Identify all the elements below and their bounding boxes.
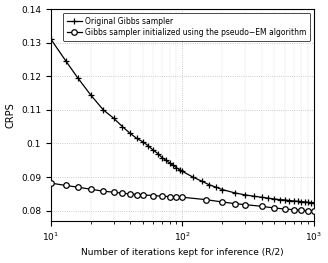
Gibbs sampler initialized using the pseudo−EM algorithm bbox=[283, 208, 287, 211]
Gibbs sampler initialized using the pseudo−EM algorithm bbox=[168, 195, 172, 198]
Original Gibbs sampler bbox=[266, 197, 270, 200]
Original Gibbs sampler bbox=[243, 193, 247, 196]
Gibbs sampler initialized using the pseudo−EM algorithm bbox=[204, 198, 208, 201]
Original Gibbs sampler bbox=[207, 183, 211, 186]
Gibbs sampler initialized using the pseudo−EM algorithm bbox=[141, 193, 145, 196]
Original Gibbs sampler bbox=[76, 76, 80, 79]
Gibbs sampler initialized using the pseudo−EM algorithm bbox=[112, 191, 116, 194]
Original Gibbs sampler bbox=[89, 93, 92, 96]
Gibbs sampler initialized using the pseudo−EM algorithm bbox=[101, 190, 105, 193]
Original Gibbs sampler bbox=[292, 199, 296, 203]
Gibbs sampler initialized using the pseudo−EM algorithm bbox=[128, 192, 132, 195]
Original Gibbs sampler bbox=[135, 137, 139, 140]
Gibbs sampler initialized using the pseudo−EM algorithm bbox=[49, 181, 53, 185]
Original Gibbs sampler bbox=[151, 149, 155, 152]
Original Gibbs sampler bbox=[220, 188, 224, 191]
Gibbs sampler initialized using the pseudo−EM algorithm bbox=[120, 192, 124, 195]
Gibbs sampler initialized using the pseudo−EM algorithm bbox=[299, 209, 303, 212]
Original Gibbs sampler bbox=[49, 38, 53, 41]
Gibbs sampler initialized using the pseudo−EM algorithm bbox=[272, 206, 276, 210]
Original Gibbs sampler bbox=[168, 161, 172, 165]
Gibbs sampler initialized using the pseudo−EM algorithm bbox=[135, 193, 139, 196]
Original Gibbs sampler bbox=[287, 199, 291, 202]
Gibbs sampler initialized using the pseudo−EM algorithm bbox=[160, 195, 164, 198]
Gibbs sampler initialized using the pseudo−EM algorithm bbox=[180, 196, 184, 199]
Original Gibbs sampler bbox=[141, 140, 145, 143]
Gibbs sampler initialized using the pseudo−EM algorithm bbox=[151, 194, 155, 197]
Original Gibbs sampler bbox=[299, 200, 303, 203]
Line: Gibbs sampler initialized using the pseudo−EM algorithm: Gibbs sampler initialized using the pseu… bbox=[48, 180, 317, 214]
Original Gibbs sampler bbox=[180, 170, 184, 173]
Original Gibbs sampler bbox=[120, 125, 124, 128]
Original Gibbs sampler bbox=[191, 175, 195, 179]
Original Gibbs sampler bbox=[177, 168, 181, 171]
Gibbs sampler initialized using the pseudo−EM algorithm bbox=[174, 195, 178, 199]
Line: Original Gibbs sampler: Original Gibbs sampler bbox=[48, 37, 317, 205]
X-axis label: Number of iterations kept for inference (R/2): Number of iterations kept for inference … bbox=[81, 249, 284, 257]
Original Gibbs sampler bbox=[296, 200, 299, 203]
Original Gibbs sampler bbox=[101, 108, 105, 112]
Original Gibbs sampler bbox=[252, 195, 256, 198]
Gibbs sampler initialized using the pseudo−EM algorithm bbox=[220, 200, 224, 204]
Original Gibbs sampler bbox=[312, 201, 316, 204]
Original Gibbs sampler bbox=[174, 166, 178, 169]
Gibbs sampler initialized using the pseudo−EM algorithm bbox=[64, 184, 68, 187]
Gibbs sampler initialized using the pseudo−EM algorithm bbox=[306, 209, 310, 212]
Original Gibbs sampler bbox=[112, 117, 116, 120]
Gibbs sampler initialized using the pseudo−EM algorithm bbox=[233, 202, 237, 205]
Original Gibbs sampler bbox=[64, 59, 68, 63]
Gibbs sampler initialized using the pseudo−EM algorithm bbox=[260, 205, 264, 208]
Original Gibbs sampler bbox=[164, 159, 168, 162]
Original Gibbs sampler bbox=[233, 191, 237, 194]
Original Gibbs sampler bbox=[214, 186, 218, 189]
Gibbs sampler initialized using the pseudo−EM algorithm bbox=[243, 203, 247, 206]
Gibbs sampler initialized using the pseudo−EM algorithm bbox=[292, 208, 296, 211]
Gibbs sampler initialized using the pseudo−EM algorithm bbox=[89, 188, 92, 191]
Original Gibbs sampler bbox=[278, 198, 282, 201]
Y-axis label: CRPS: CRPS bbox=[6, 102, 15, 128]
Gibbs sampler initialized using the pseudo−EM algorithm bbox=[76, 186, 80, 189]
Original Gibbs sampler bbox=[156, 152, 160, 155]
Gibbs sampler initialized using the pseudo−EM algorithm bbox=[312, 209, 316, 213]
Original Gibbs sampler bbox=[309, 201, 313, 204]
Original Gibbs sampler bbox=[128, 132, 132, 135]
Original Gibbs sampler bbox=[303, 200, 307, 204]
Original Gibbs sampler bbox=[260, 196, 264, 199]
Original Gibbs sampler bbox=[146, 144, 150, 147]
Legend: Original Gibbs sampler, Gibbs sampler initialized using the pseudo−EM algorithm: Original Gibbs sampler, Gibbs sampler in… bbox=[63, 13, 310, 41]
Original Gibbs sampler bbox=[306, 201, 310, 204]
Original Gibbs sampler bbox=[200, 180, 204, 183]
Original Gibbs sampler bbox=[171, 164, 175, 167]
Original Gibbs sampler bbox=[272, 197, 276, 200]
Original Gibbs sampler bbox=[283, 198, 287, 201]
Original Gibbs sampler bbox=[160, 156, 164, 159]
